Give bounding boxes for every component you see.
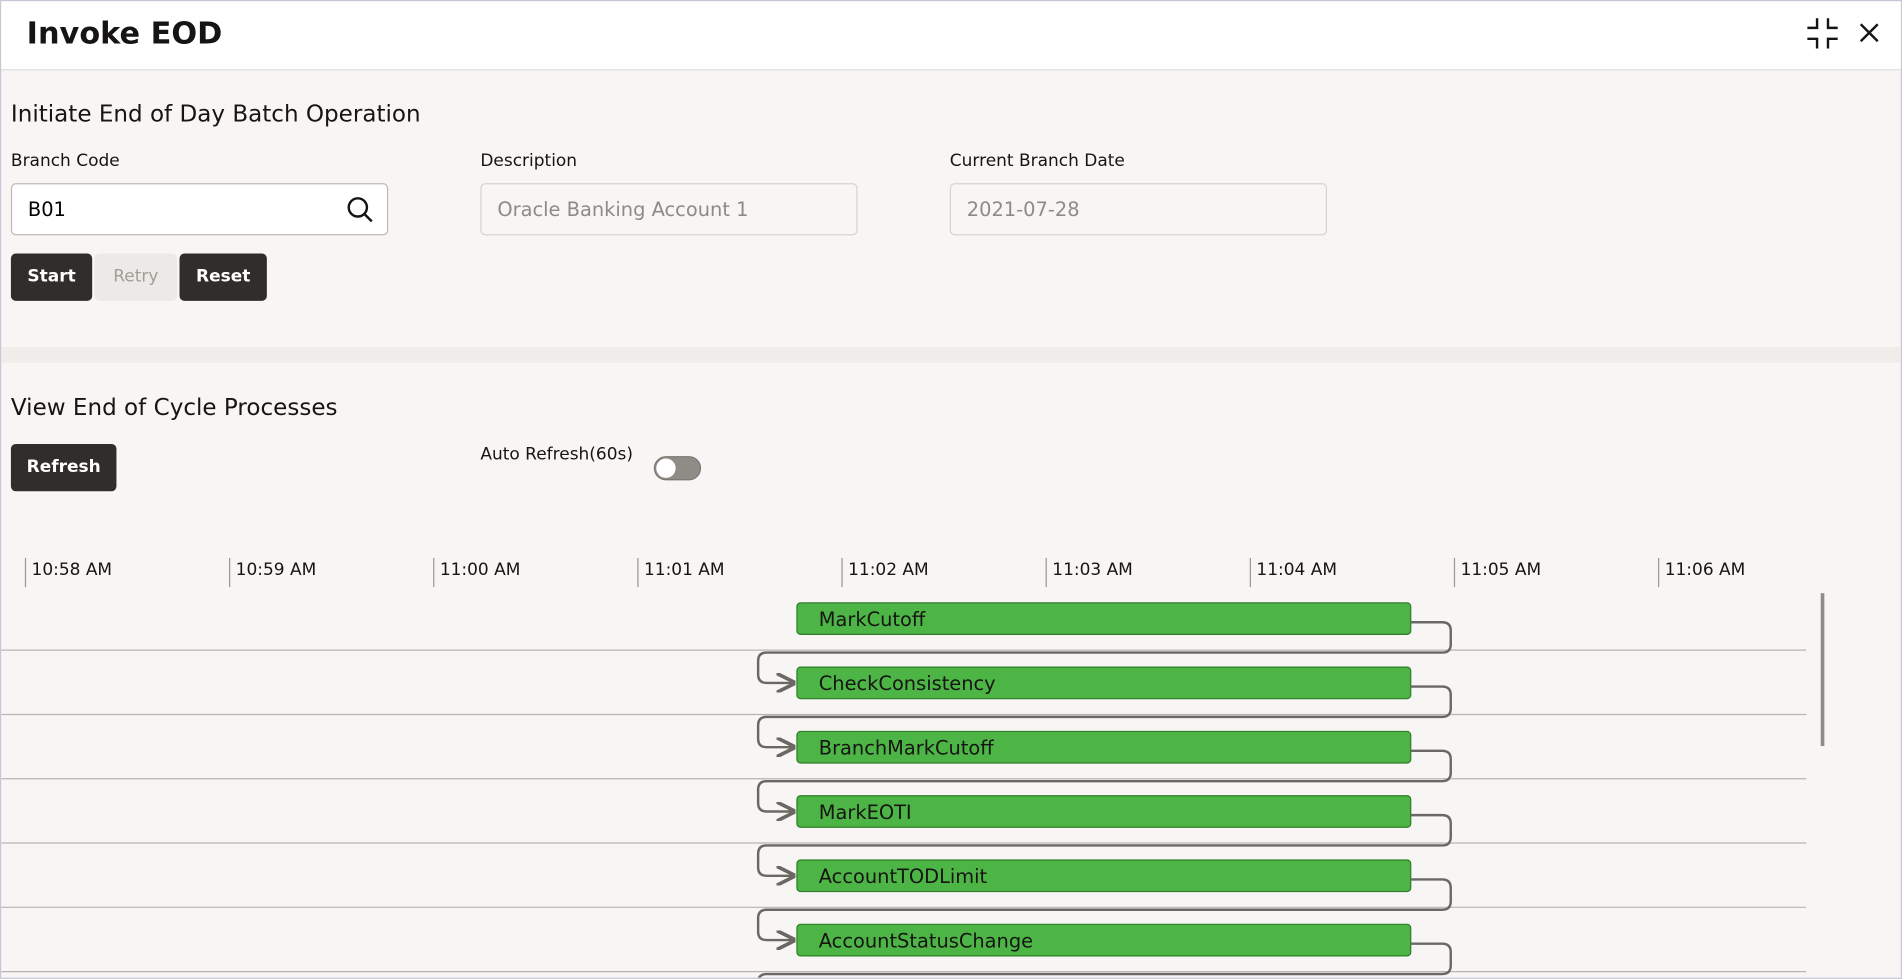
task-bar bbox=[796, 730, 1412, 764]
field-label: Current Branch Date bbox=[949, 151, 1125, 172]
time-label: 11:03 AM bbox=[1052, 560, 1133, 580]
refresh-button[interactable]: Refresh bbox=[10, 443, 117, 492]
time-label: 10:58 AM bbox=[32, 560, 113, 580]
time-label: 11:00 AM bbox=[440, 560, 521, 580]
window-controls[interactable] bbox=[1804, 16, 1889, 52]
connector bbox=[756, 813, 1452, 876]
task-label: MarkEOTI bbox=[819, 801, 912, 824]
field-label: Branch Code bbox=[10, 151, 120, 172]
task-bar bbox=[796, 859, 1412, 893]
text-input[interactable]: Oracle Banking Account 1 bbox=[480, 183, 858, 236]
task-bar bbox=[796, 602, 1412, 636]
separator bbox=[1, 346, 1901, 363]
timeline: 10:58 AM 10:59 AM 11:00 AM 11:01 AM 11:02 AM… bbox=[1, 557, 1825, 978]
time-label: 11:05 AM bbox=[1461, 560, 1542, 580]
header bbox=[1, 1, 1901, 71]
time-label: 10:59 AM bbox=[236, 560, 317, 580]
task-label: MarkCutoff bbox=[819, 608, 926, 631]
time-label: 11:02 AM bbox=[848, 560, 929, 580]
toggle-label: Auto Refresh(60s) bbox=[480, 445, 634, 465]
text-input[interactable]: 2021-07-28 bbox=[949, 183, 1328, 236]
connector bbox=[756, 621, 1452, 683]
task-bar bbox=[796, 795, 1412, 828]
auto-refresh-toggle[interactable] bbox=[653, 456, 702, 481]
section-title: Initiate End of Day Batch Operation bbox=[10, 100, 421, 128]
connector bbox=[756, 685, 1452, 748]
button[interactable]: Start bbox=[10, 253, 93, 301]
connector bbox=[757, 942, 1452, 978]
task-label: CheckConsistency bbox=[819, 672, 996, 695]
task-label: AccountStatusChange bbox=[819, 929, 1033, 952]
connector bbox=[756, 749, 1452, 812]
section-title: View End of Cycle Processes bbox=[10, 394, 338, 421]
button[interactable]: Reset bbox=[179, 253, 267, 301]
time-label: 11:04 AM bbox=[1256, 560, 1337, 580]
connector bbox=[756, 878, 1452, 940]
search-icon[interactable] bbox=[346, 195, 375, 224]
task-label: BranchMarkCutoff bbox=[819, 736, 995, 759]
task-bar bbox=[796, 666, 1412, 700]
field-label: Description bbox=[480, 151, 578, 172]
task-bar bbox=[796, 923, 1412, 957]
text-input[interactable]: B01 bbox=[10, 183, 389, 236]
time-label: 11:01 AM bbox=[644, 560, 725, 580]
page-title: Invoke EOD bbox=[26, 15, 223, 51]
task-label: AccountTODLimit bbox=[819, 865, 988, 888]
scrollbar bbox=[1820, 593, 1825, 746]
time-label: 11:06 AM bbox=[1665, 560, 1746, 580]
button: Retry bbox=[94, 253, 178, 301]
